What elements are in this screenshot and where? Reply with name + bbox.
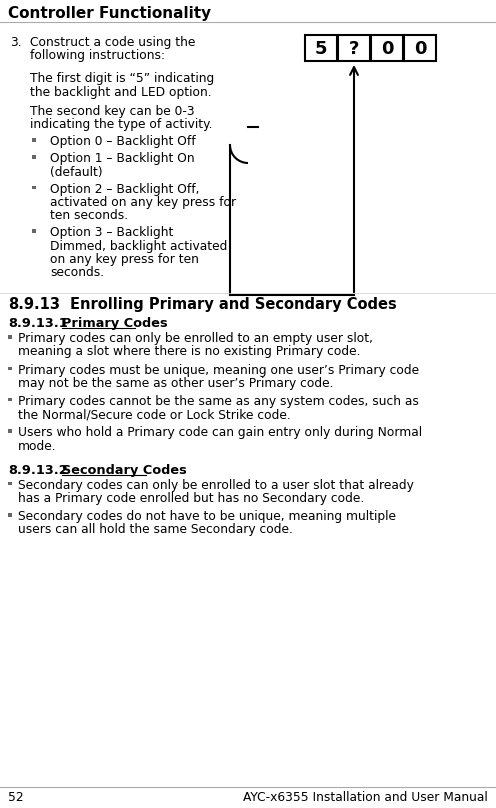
Bar bbox=[371, 35, 403, 61]
Text: indicating the type of activity.: indicating the type of activity. bbox=[30, 118, 212, 131]
Bar bbox=[32, 155, 36, 159]
Text: Construct a code using the: Construct a code using the bbox=[30, 36, 195, 49]
Text: Option 2 – Backlight Off,: Option 2 – Backlight Off, bbox=[50, 183, 199, 196]
Text: 52: 52 bbox=[8, 791, 24, 804]
Bar bbox=[404, 35, 436, 61]
Text: the Normal/Secure code or Lock Strike code.: the Normal/Secure code or Lock Strike co… bbox=[18, 408, 291, 421]
Text: has a Primary code enrolled but has no Secondary code.: has a Primary code enrolled but has no S… bbox=[18, 492, 364, 505]
Bar bbox=[305, 35, 337, 61]
Bar bbox=[8, 367, 11, 370]
Bar bbox=[8, 482, 11, 486]
Text: Controller Functionality: Controller Functionality bbox=[8, 6, 211, 21]
Text: Primary codes can only be enrolled to an empty user slot,: Primary codes can only be enrolled to an… bbox=[18, 332, 373, 345]
Text: 0: 0 bbox=[381, 40, 393, 58]
Text: 5: 5 bbox=[315, 40, 327, 58]
Text: The first digit is “5” indicating: The first digit is “5” indicating bbox=[30, 73, 214, 86]
Text: 0: 0 bbox=[414, 40, 426, 58]
Text: The second key can be 0-3: The second key can be 0-3 bbox=[30, 105, 194, 118]
Text: AYC-x6355 Installation and User Manual: AYC-x6355 Installation and User Manual bbox=[243, 791, 488, 804]
Text: Option 1 – Backlight On: Option 1 – Backlight On bbox=[50, 153, 194, 166]
Text: Primary Codes: Primary Codes bbox=[62, 318, 168, 330]
Text: Users who hold a Primary code can gain entry only during Normal: Users who hold a Primary code can gain e… bbox=[18, 427, 422, 440]
Text: (default): (default) bbox=[50, 166, 103, 179]
Bar bbox=[32, 186, 36, 189]
Text: meaning a slot where there is no existing Primary code.: meaning a slot where there is no existin… bbox=[18, 345, 361, 359]
Text: Secondary codes can only be enrolled to a user slot that already: Secondary codes can only be enrolled to … bbox=[18, 479, 414, 492]
Text: Secondary Codes: Secondary Codes bbox=[62, 464, 187, 477]
Text: 3.: 3. bbox=[10, 36, 22, 49]
Bar bbox=[32, 138, 36, 141]
Text: the backlight and LED option.: the backlight and LED option. bbox=[30, 86, 212, 99]
Text: 8.9.13.1: 8.9.13.1 bbox=[8, 318, 68, 330]
Text: Primary codes must be unique, meaning one user’s Primary code: Primary codes must be unique, meaning on… bbox=[18, 364, 419, 377]
Text: Primary codes cannot be the same as any system codes, such as: Primary codes cannot be the same as any … bbox=[18, 395, 419, 408]
Text: Option 0 – Backlight Off: Option 0 – Backlight Off bbox=[50, 135, 195, 148]
Bar bbox=[338, 35, 370, 61]
Text: 8.9.13: 8.9.13 bbox=[8, 297, 60, 312]
Text: 8.9.13.2: 8.9.13.2 bbox=[8, 464, 68, 477]
Text: activated on any key press for: activated on any key press for bbox=[50, 196, 236, 209]
Text: Option 3 – Backlight: Option 3 – Backlight bbox=[50, 226, 174, 239]
Text: users can all hold the same Secondary code.: users can all hold the same Secondary co… bbox=[18, 524, 293, 537]
Text: ?: ? bbox=[349, 40, 359, 58]
Bar bbox=[32, 229, 36, 233]
Bar bbox=[8, 429, 11, 433]
Text: seconds.: seconds. bbox=[50, 266, 104, 279]
Bar bbox=[8, 513, 11, 516]
Text: Secondary codes do not have to be unique, meaning multiple: Secondary codes do not have to be unique… bbox=[18, 510, 396, 524]
Bar bbox=[8, 335, 11, 339]
Text: on any key press for ten: on any key press for ten bbox=[50, 253, 199, 266]
Text: following instructions:: following instructions: bbox=[30, 49, 165, 62]
Text: ten seconds.: ten seconds. bbox=[50, 209, 128, 222]
Text: may not be the same as other user’s Primary code.: may not be the same as other user’s Prim… bbox=[18, 377, 333, 389]
Text: mode.: mode. bbox=[18, 440, 57, 452]
Bar bbox=[8, 398, 11, 402]
Text: Enrolling Primary and Secondary Codes: Enrolling Primary and Secondary Codes bbox=[70, 297, 397, 312]
Text: Dimmed, backlight activated: Dimmed, backlight activated bbox=[50, 240, 227, 253]
